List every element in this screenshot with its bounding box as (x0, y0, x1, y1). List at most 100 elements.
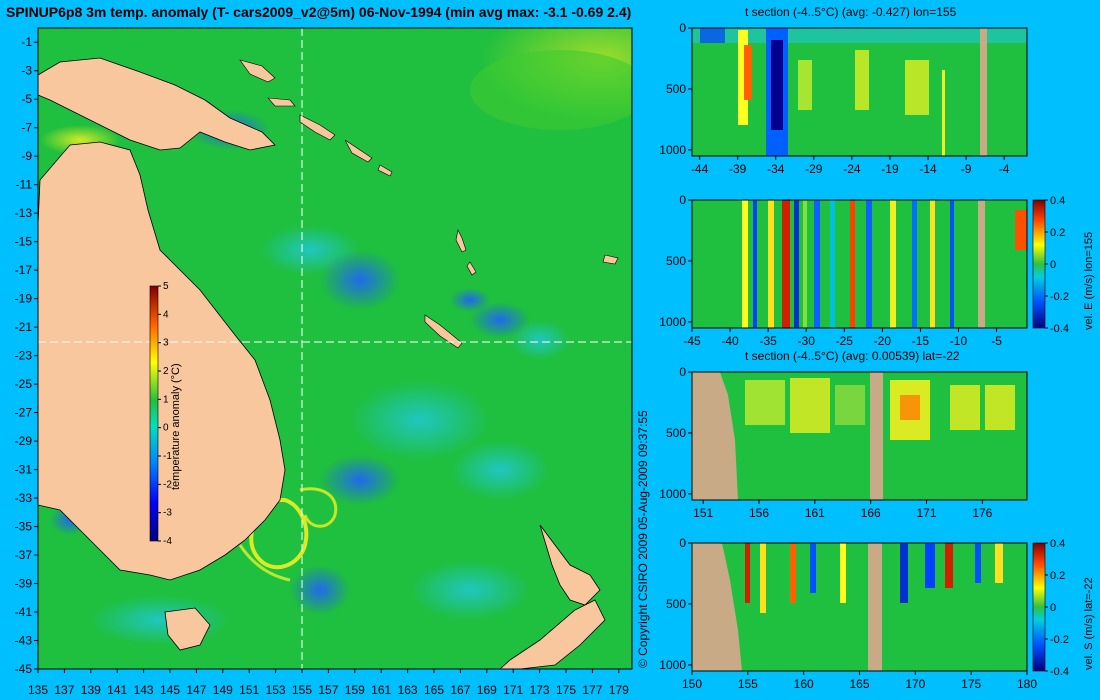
section-x-tick-label: -40 (721, 334, 739, 348)
section-y-tick-label: 0 (679, 21, 686, 35)
panel-vel-s (691, 542, 1028, 672)
map-anomaly-field (38, 28, 632, 645)
map-x-tick-label: 157 (318, 683, 338, 697)
section-y-tick-label: 0 (679, 365, 686, 379)
map-y-tick-label: -11 (16, 178, 33, 192)
section-x-tick-label: -5 (991, 334, 1002, 348)
map-colorbar-tick-label: -3 (163, 508, 172, 519)
map-colorbar-tick-label: 1 (163, 394, 169, 405)
map-x-tick-label: 137 (54, 683, 74, 697)
section-y-tick-label: 1000 (659, 143, 686, 157)
map-y-tick-label: -45 (15, 662, 33, 676)
section-x-tick-label: -25 (836, 334, 854, 348)
tsec-lat-title: t section (-4..5°C) (avg: 0.00539) lat=-… (745, 349, 960, 363)
map-x-tick-label: 141 (107, 683, 127, 697)
map-x-tick-label: 147 (186, 683, 206, 697)
map-axis-ticks: 135 137 139 141 143 145 147 149 151 153 155 157 159 1… (15, 35, 629, 697)
section-x-tick-label: -35 (759, 334, 777, 348)
map-y-tick-label: -41 (15, 605, 33, 619)
vel-colorbar-tick-label: -0.2 (1050, 291, 1069, 303)
section-x-tick-label: 150 (682, 677, 702, 691)
map-y-tick-label: -3 (21, 64, 32, 78)
vel-colorbar-tick-label: 0.2 (1050, 570, 1065, 582)
section-x-tick-label: 156 (749, 506, 769, 520)
vel-colorbar-tick-label: 0.4 (1050, 195, 1065, 207)
section-y-tick-label: 0 (679, 193, 686, 207)
map-frame (37, 27, 633, 670)
vel-e-colorbar (1032, 199, 1046, 329)
map-y-tick-label: -19 (15, 292, 33, 306)
panel-tsec-lat (691, 371, 1028, 501)
section-x-tick-label: 161 (805, 506, 825, 520)
map-y-tick-label: -5 (21, 92, 32, 106)
map-x-tick-label: 159 (345, 683, 365, 697)
map-colorbar-ticks: 5 4 3 2 1 0 -1 -2 -3 -4 (158, 281, 172, 547)
vel-colorbar-tick-label: -0.2 (1050, 634, 1069, 646)
vel-colorbar-tick-label: 0.4 (1050, 538, 1065, 550)
map-y-tick-label: -35 (15, 520, 33, 534)
tsec-lon-title: t section (-4..5°C) (avg: -0.427) lon=15… (745, 5, 957, 19)
vel-colorbar-tick-label: 0 (1050, 602, 1056, 614)
map-y-tick-label: -43 (15, 634, 33, 648)
vel-e-colorbar-label: vel. E (m/s) lon=155 (1083, 231, 1095, 330)
section-x-tick-label: -30 (798, 334, 816, 348)
section-x-tick-label: 175 (961, 677, 981, 691)
panel-tsec-lon (691, 27, 1028, 157)
section-x-tick-label: 160 (794, 677, 814, 691)
section-x-tick-label: 155 (738, 677, 758, 691)
copyright-text: © Copyright CSIRO 2009 05-Aug-2009 09:37… (636, 410, 650, 668)
section-x-tick-label: 171 (916, 506, 936, 520)
vel-colorbar-tick-label: -0.4 (1050, 323, 1069, 335)
map-y-tick-label: -9 (21, 149, 32, 163)
section-x-tick-label: -14 (919, 162, 937, 176)
section-x-tick-label: -4 (999, 162, 1010, 176)
section-x-tick-label: -20 (874, 334, 892, 348)
section-y-tick-label: 0 (679, 536, 686, 550)
map-colorbar-tick-label: -2 (163, 479, 172, 490)
section-y-tick-label: 500 (666, 254, 686, 268)
map-y-tick-label: -23 (15, 349, 33, 363)
section-x-tick-label: -15 (912, 334, 930, 348)
section-x-tick-label: 180 (1017, 677, 1037, 691)
map-y-tick-label: -1 (21, 35, 32, 49)
map-x-tick-label: 163 (398, 683, 418, 697)
section-x-tick-label: -10 (950, 334, 968, 348)
vel-colorbar-tick-label: 0 (1050, 259, 1056, 271)
map-y-tick-label: -7 (21, 121, 32, 135)
map-colorbar-tick-label: 4 (163, 309, 169, 320)
map-x-tick-label: 143 (134, 683, 154, 697)
section-x-tick-label: -39 (729, 162, 747, 176)
section-x-tick-label: -19 (881, 162, 899, 176)
map-colorbar: 5 4 3 2 1 0 -1 -2 -3 -4 (149, 281, 172, 547)
map-y-tick-label: -29 (15, 434, 33, 448)
map-y-tick-label: -21 (15, 320, 33, 334)
section-x-tick-label: 151 (693, 506, 713, 520)
map-colorbar-tick-label: 2 (163, 366, 169, 377)
map-x-tick-label: 167 (450, 683, 470, 697)
map-x-tick-label: 171 (503, 683, 523, 697)
section-y-tick-label: 1000 (659, 658, 686, 672)
map-y-tick-label: -33 (15, 491, 33, 505)
map-x-tick-label: 153 (266, 683, 286, 697)
section-x-tick-label: -34 (767, 162, 785, 176)
map-x-tick-label: 177 (582, 683, 602, 697)
section-x-tick-label: 170 (905, 677, 925, 691)
map-panel: 135 137 139 141 143 145 147 149 151 153 155 157 159 1… (15, 27, 633, 697)
map-y-tick-label: -27 (15, 406, 33, 420)
vel-s-colorbar (1032, 542, 1046, 672)
map-y-tick-label: -25 (15, 377, 33, 391)
map-x-tick-label: 175 (556, 683, 576, 697)
map-x-tick-label: 155 (292, 683, 312, 697)
section-y-tick-label: 1000 (659, 315, 686, 329)
map-colorbar-label: temperature anomaly (°C) (170, 363, 182, 490)
map-land (38, 57, 619, 669)
map-x-tick-label: 173 (530, 683, 550, 697)
map-y-tick-label: -39 (15, 577, 33, 591)
map-x-tick-label: 149 (213, 683, 233, 697)
map-x-tick-label: 165 (424, 683, 444, 697)
section-x-tick-label: 165 (849, 677, 869, 691)
page-title: SPINUP6p8 3m temp. anomaly (T- cars2009_… (6, 4, 632, 20)
map-x-tick-label: 151 (239, 683, 259, 697)
map-x-tick-label: 139 (81, 683, 101, 697)
